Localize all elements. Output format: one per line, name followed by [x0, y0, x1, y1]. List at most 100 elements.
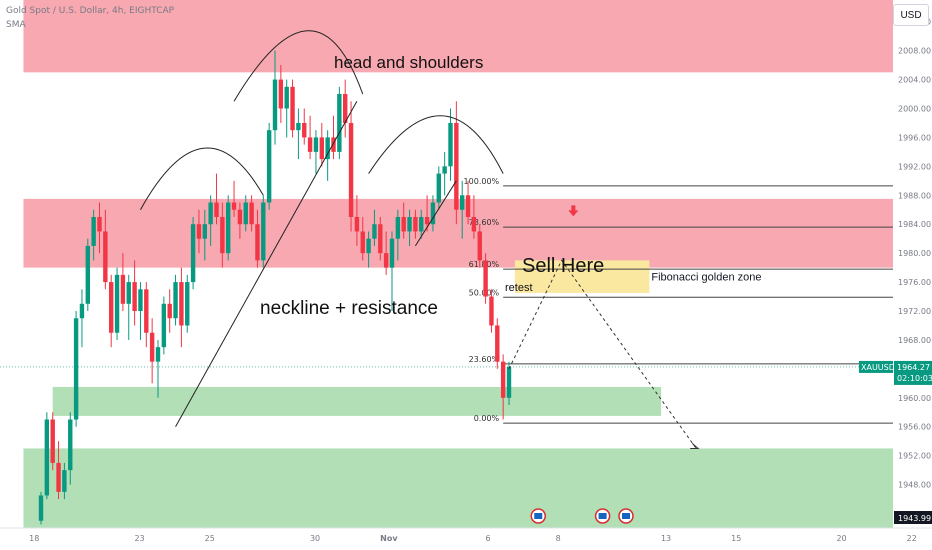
golden-zone-label: Fibonacci golden zone [651, 272, 761, 284]
x-tick-label: 25 [205, 534, 215, 543]
sell-arrow-icon [568, 205, 579, 217]
candle-body [302, 122, 307, 138]
neckline-label: neckline + resistance [260, 298, 438, 319]
currency-button[interactable]: USD [893, 4, 929, 26]
candle-body [465, 195, 471, 217]
candle-body [109, 282, 114, 333]
candle-body [144, 289, 149, 333]
y-tick-label: 1996.00 [898, 133, 931, 142]
candle-body [149, 332, 155, 362]
y-tick-label: 1956.00 [898, 423, 931, 432]
bottom-value: 1943.99 [898, 514, 931, 523]
fib-level-label: 0.00% [474, 414, 500, 423]
x-tick-label: 6 [485, 534, 490, 543]
y-tick-label: 1960.00 [898, 394, 931, 403]
x-tick-label: 18 [29, 534, 39, 543]
candle-body [179, 282, 184, 326]
candle-body [38, 495, 44, 521]
candle-body [68, 419, 73, 471]
candle-body [360, 231, 365, 254]
candle-body [278, 79, 284, 109]
candle-body [290, 86, 295, 131]
candle-body [120, 274, 126, 304]
candle-body [296, 122, 301, 131]
candle-body [307, 137, 313, 152]
y-tick-label: 1948.00 [898, 481, 931, 490]
x-tick-label: 22 [907, 534, 917, 543]
candle-body [500, 361, 506, 398]
candle-body [436, 173, 441, 203]
y-tick-label: 2000.00 [898, 104, 931, 113]
candle-body [395, 216, 401, 239]
candle-body [196, 224, 202, 239]
y-tick-label: 2008.00 [898, 47, 931, 56]
candle-body [454, 122, 459, 210]
y-tick-label: 1968.00 [898, 336, 931, 345]
candle-body [243, 202, 248, 225]
y-axis-panel [893, 0, 932, 550]
head-arc [233, 30, 364, 102]
candle-body [266, 130, 272, 203]
candle-body [343, 94, 348, 123]
candle-body [448, 122, 453, 167]
symbol-tag [859, 360, 893, 373]
x-tick-label: 13 [661, 534, 671, 543]
symbol-tag-text: XAUUSD [861, 363, 895, 372]
candle-body [272, 79, 278, 131]
candle-body [97, 216, 102, 232]
x-tick-label: 15 [731, 534, 741, 543]
candle-body [114, 274, 120, 333]
candle-body [202, 224, 207, 239]
y-tick-label: 1976.00 [898, 278, 931, 287]
y-tick-label: 1980.00 [898, 249, 931, 258]
candle-body [167, 303, 172, 319]
candle-body [103, 231, 108, 283]
y-tick-label: 2004.00 [898, 76, 931, 85]
candle-body [407, 216, 412, 232]
fib-level-label: 78.60% [469, 218, 500, 227]
sell-label: Sell Here [522, 255, 604, 277]
candle-body [372, 224, 377, 239]
candle-body [366, 238, 371, 254]
y-tick-label: 1988.00 [898, 191, 931, 200]
candle-body [190, 224, 196, 283]
candle-body [477, 231, 482, 261]
candle-body [155, 347, 161, 362]
candle-body [506, 366, 512, 398]
candle-body [460, 195, 465, 210]
retest-label: retest [505, 282, 533, 294]
candle-body [319, 137, 324, 160]
candle-body [284, 86, 289, 109]
candle-body [56, 462, 61, 492]
candle-body [126, 282, 131, 304]
resistance-zone [23, 0, 893, 73]
candle-body [226, 202, 231, 254]
candle-body [214, 202, 219, 217]
event-flag-fill [598, 513, 607, 519]
candle-body [413, 216, 418, 232]
x-axis-panel [0, 528, 932, 550]
left-shoulder-arc [140, 147, 264, 210]
candle-body [419, 216, 424, 232]
x-tick-label: 30 [310, 534, 320, 543]
candle-body [255, 224, 260, 261]
candle-body [91, 216, 96, 246]
y-tick-label: 1972.00 [898, 307, 931, 316]
candle-body [489, 296, 494, 326]
support-zone [52, 386, 662, 416]
sma-line: SMA [6, 20, 26, 30]
last-price-value: 1964.27 [897, 363, 930, 372]
candle-body [331, 137, 336, 152]
fib-level-label: 100.00% [464, 177, 500, 186]
event-flag-fill [622, 513, 630, 519]
last-price-tag [894, 360, 932, 385]
y-tick-label: 1992.00 [898, 162, 931, 171]
candle-body [483, 260, 488, 297]
candle-body [401, 216, 406, 232]
candle-body [495, 325, 500, 362]
candle-body [471, 216, 477, 232]
candle-body [132, 282, 137, 312]
candle-body [62, 470, 67, 492]
candle-body [231, 202, 237, 210]
